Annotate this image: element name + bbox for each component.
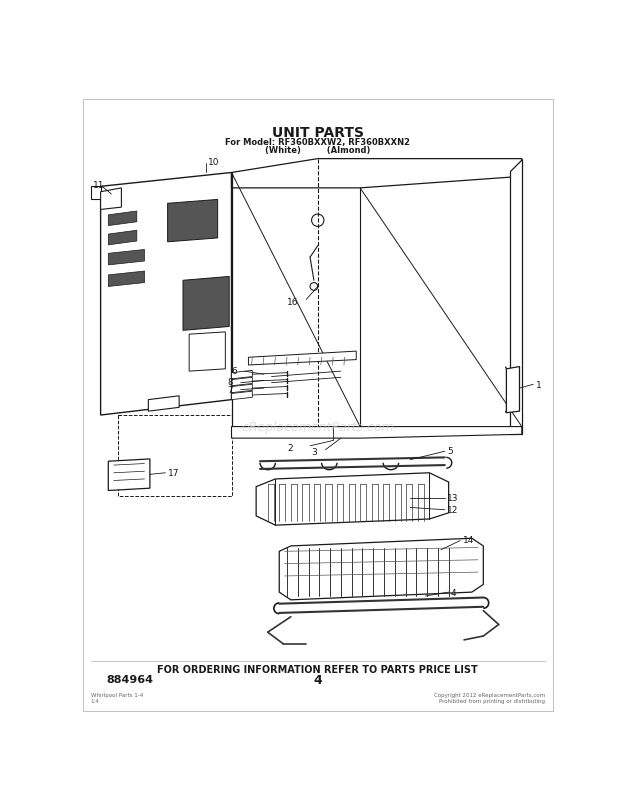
Text: 4: 4 xyxy=(451,588,456,597)
Polygon shape xyxy=(183,277,229,331)
Text: 884964: 884964 xyxy=(106,675,153,684)
Polygon shape xyxy=(148,397,179,412)
Text: 14: 14 xyxy=(463,536,474,544)
Polygon shape xyxy=(510,160,522,434)
Polygon shape xyxy=(108,459,150,491)
Text: 5: 5 xyxy=(447,446,453,455)
Circle shape xyxy=(312,214,324,227)
Polygon shape xyxy=(249,352,356,365)
Text: 17: 17 xyxy=(167,469,179,478)
Polygon shape xyxy=(108,212,137,226)
Text: 10: 10 xyxy=(208,158,220,167)
Polygon shape xyxy=(167,200,218,243)
Text: FOR ORDERING INFORMATION REFER TO PARTS PRICE LIST: FOR ORDERING INFORMATION REFER TO PARTS … xyxy=(157,664,478,675)
Text: eReplacementParts.com: eReplacementParts.com xyxy=(241,421,394,434)
Text: 8: 8 xyxy=(228,378,233,387)
Text: (White)         (Almond): (White) (Almond) xyxy=(265,145,370,155)
Polygon shape xyxy=(256,473,449,525)
Text: 12: 12 xyxy=(447,506,458,515)
Polygon shape xyxy=(231,378,252,386)
Text: Whirlpool Parts 1-4
1.4: Whirlpool Parts 1-4 1.4 xyxy=(91,692,143,703)
Text: For Model: RF360BXXW2, RF360BXXN2: For Model: RF360BXXW2, RF360BXXN2 xyxy=(225,138,410,147)
Text: 4: 4 xyxy=(313,673,322,686)
Polygon shape xyxy=(507,367,520,414)
Polygon shape xyxy=(231,392,252,400)
Polygon shape xyxy=(108,271,144,287)
Polygon shape xyxy=(100,189,122,210)
Polygon shape xyxy=(100,173,231,415)
Polygon shape xyxy=(231,160,522,189)
Polygon shape xyxy=(279,539,484,600)
Polygon shape xyxy=(108,231,137,246)
Polygon shape xyxy=(231,385,252,393)
Circle shape xyxy=(164,214,176,226)
Text: 2: 2 xyxy=(287,443,293,452)
Text: 7: 7 xyxy=(228,385,233,394)
Text: 11: 11 xyxy=(93,181,104,190)
Text: UNIT PARTS: UNIT PARTS xyxy=(272,126,364,141)
Polygon shape xyxy=(231,427,522,438)
Circle shape xyxy=(310,283,317,291)
Text: 1: 1 xyxy=(536,381,541,389)
Polygon shape xyxy=(91,187,100,200)
Circle shape xyxy=(129,292,183,346)
Polygon shape xyxy=(231,371,252,379)
Text: 3: 3 xyxy=(312,447,317,456)
Text: 6: 6 xyxy=(231,366,237,376)
Polygon shape xyxy=(189,332,225,372)
Text: Copyright 2012 eReplacementParts.com
Prohibited from printing or distributing: Copyright 2012 eReplacementParts.com Pro… xyxy=(433,692,545,703)
Text: 16: 16 xyxy=(287,297,298,306)
Text: 13: 13 xyxy=(447,493,459,503)
Polygon shape xyxy=(108,251,144,266)
